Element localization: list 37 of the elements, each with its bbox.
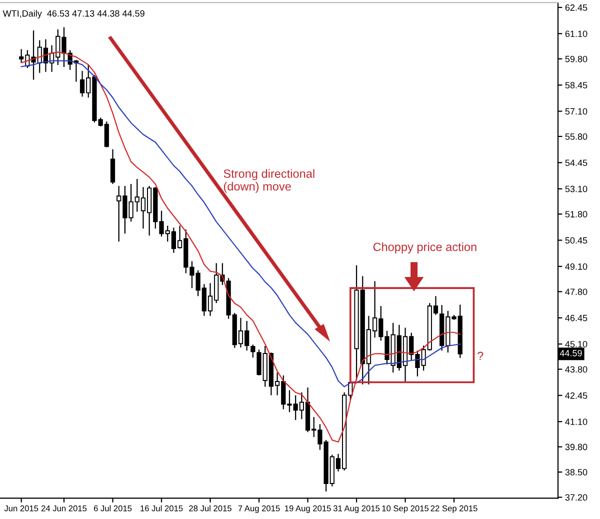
text: 44.59 (560, 350, 582, 356)
y-tick-label: 50.45 (565, 237, 588, 244)
y-tick-label: 53.10 (565, 186, 588, 192)
annotation: WTI,Daily 46.53 47.13 44.38 44.59 (2, 10, 144, 18)
y-tick-label: 37.20 (565, 494, 588, 501)
y-tick-label: 41.10 (565, 418, 588, 425)
y-tick-label: 49.10 (565, 263, 588, 270)
annotation: Choppy price action (373, 242, 476, 254)
x-tick-label: 31 Aug 2015 (333, 505, 380, 513)
x-tick-label: Jun 2015 (4, 505, 38, 512)
y-tick-label: 39.80 (565, 444, 588, 450)
y-tick-label: 45.10 (565, 340, 588, 348)
x-tick-label: 10 Sep 2015 (382, 505, 429, 513)
y-tick-label: 51.80 (565, 211, 588, 218)
annotation: Strong directional (down) move (224, 169, 314, 193)
x-tick-label: 22 Sep 2015 (430, 505, 478, 513)
y-tick-label: 58.45 (565, 82, 588, 88)
y-tick-label: 59.80 (565, 56, 588, 62)
y-tick-label: 61.10 (565, 30, 588, 37)
x-tick-label: 24 Jun 2015 (41, 505, 87, 512)
y-tick-label: 55.80 (565, 133, 588, 140)
y-tick-label: 47.80 (565, 288, 588, 295)
x-tick-label: 7 Aug 2015 (238, 505, 280, 513)
y-tick-label: 57.10 (565, 108, 588, 115)
y-tick-label: 38.50 (565, 469, 588, 476)
y-tick-label: 46.45 (565, 314, 588, 322)
y-tick-label: 54.45 (565, 160, 588, 166)
y-tick-label: 43.80 (565, 366, 588, 373)
text: ? (478, 352, 484, 360)
x-tick-label: 6 Jul 2015 (94, 505, 132, 512)
y-tick-label: 42.45 (565, 392, 588, 399)
x-tick-label: 16 Jul 2015 (140, 505, 183, 512)
candlestick (110, 148, 116, 185)
x-tick-label: 19 Aug 2015 (285, 505, 331, 513)
candlestick (250, 344, 256, 358)
y-tick-label: 62.45 (565, 4, 588, 11)
x-tick-label: 28 Jul 2015 (189, 505, 232, 512)
